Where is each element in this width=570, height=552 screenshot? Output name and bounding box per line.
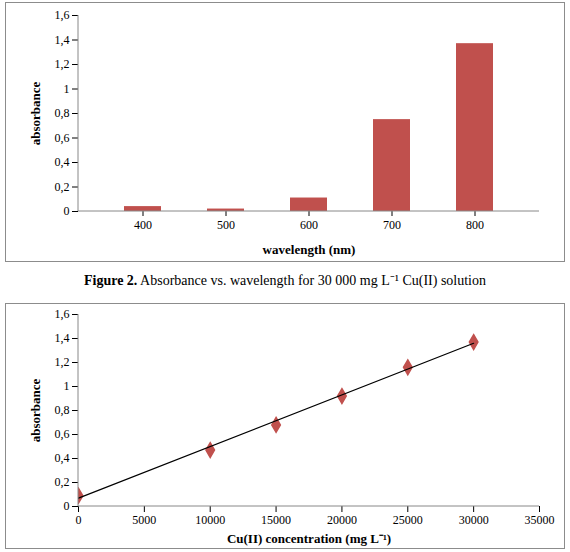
svg-text:0,6: 0,6: [55, 131, 70, 145]
svg-text:600: 600: [300, 218, 318, 232]
svg-text:1,4: 1,4: [55, 33, 70, 47]
svg-text:30000: 30000: [459, 513, 489, 527]
svg-text:35000: 35000: [525, 513, 555, 527]
svg-text:0,2: 0,2: [55, 180, 70, 194]
svg-text:0,4: 0,4: [55, 155, 70, 169]
svg-text:0: 0: [64, 204, 70, 218]
svg-text:absorbance: absorbance: [28, 378, 43, 442]
svg-text:400: 400: [134, 218, 152, 232]
svg-text:0,6: 0,6: [55, 427, 70, 441]
svg-text:1,4: 1,4: [55, 331, 70, 345]
svg-text:1: 1: [64, 379, 70, 393]
svg-text:500: 500: [217, 218, 235, 232]
svg-text:800: 800: [466, 218, 484, 232]
svg-text:5000: 5000: [132, 513, 156, 527]
svg-text:25000: 25000: [393, 513, 423, 527]
svg-text:0,8: 0,8: [55, 106, 70, 120]
svg-text:wavelength (nm): wavelength (nm): [263, 242, 356, 257]
svg-text:absorbance: absorbance: [28, 81, 43, 145]
svg-text:0,2: 0,2: [55, 475, 70, 489]
svg-text:700: 700: [383, 218, 401, 232]
svg-text:1,2: 1,2: [55, 355, 70, 369]
svg-text:Cu(II) concentration (mg L⁻¹): Cu(II) concentration (mg L⁻¹): [227, 531, 391, 546]
svg-text:15000: 15000: [261, 513, 291, 527]
svg-text:1,6: 1,6: [55, 8, 70, 22]
svg-text:1,2: 1,2: [55, 57, 70, 71]
svg-text:0: 0: [64, 499, 70, 513]
svg-text:0: 0: [76, 513, 82, 527]
svg-text:0,4: 0,4: [55, 451, 70, 465]
svg-text:1,6: 1,6: [55, 307, 70, 321]
svg-text:1: 1: [64, 82, 70, 96]
svg-text:20000: 20000: [327, 513, 357, 527]
svg-text:0,8: 0,8: [55, 403, 70, 417]
html-text:Figure 2. Absorbance vs. wavel: Figure 2. Absorbance vs. wavelength for …: [84, 273, 486, 288]
svg-text:10000: 10000: [195, 513, 225, 527]
